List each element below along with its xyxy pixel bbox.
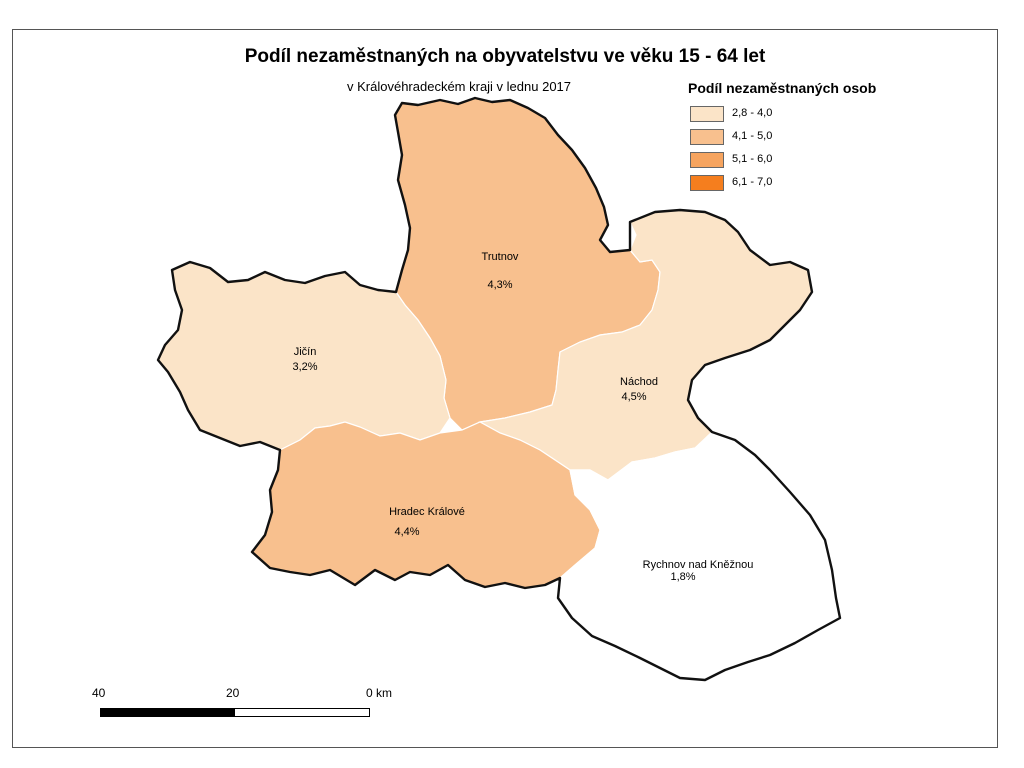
legend-label: 5,1 - 6,0: [732, 153, 773, 165]
legend-swatch: [690, 152, 724, 168]
district-name-nachod: Náchod: [620, 376, 658, 388]
legend-swatch: [690, 175, 724, 191]
scale-label-40: 40: [92, 686, 106, 700]
legend-label: 2,8 - 4,0: [732, 107, 773, 119]
region-border: [156, 96, 842, 682]
district-value-hradec-kralove: 4,4%: [394, 526, 420, 538]
district-value-rychnov: 1,8%: [670, 571, 696, 583]
scale-bar-dark-segment: [100, 708, 235, 717]
legend-swatch: [690, 106, 724, 122]
scale-label-20: 20: [226, 686, 240, 700]
district-name-hradec-kralove: Hradec Králové: [389, 506, 465, 518]
district-name-jicin: Jičín: [293, 346, 317, 358]
legend-swatch: [690, 129, 724, 145]
district-value-trutnov: 4,3%: [487, 279, 513, 291]
district-name-trutnov: Trutnov: [481, 251, 519, 263]
map-subtitle: v Královéhradeckém kraji v lednu 2017: [347, 79, 572, 94]
district-name-rychnov: Rychnov nad Kněžnou: [642, 559, 754, 571]
scale-bar-light-segment: [234, 708, 370, 717]
scale-label-0: 0 km: [366, 686, 393, 700]
district-value-nachod: 4,5%: [621, 391, 647, 403]
map-title: Podíl nezaměstnaných na obyvatelstvu ve …: [244, 46, 766, 67]
legend-title: Podíl nezaměstnaných osob: [688, 80, 877, 96]
legend-label: 4,1 - 5,0: [732, 130, 773, 142]
district-value-jicin: 3,2%: [292, 361, 318, 373]
map-frame: [12, 29, 998, 748]
legend-label: 6,1 - 7,0: [732, 176, 773, 188]
